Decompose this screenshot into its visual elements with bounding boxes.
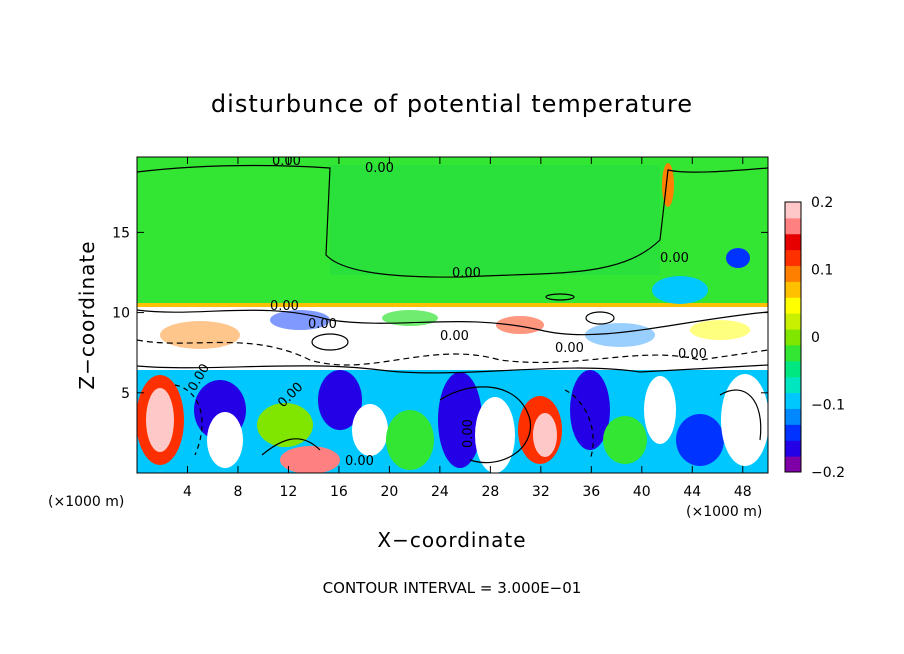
colorbar-tick-label: 0.2 <box>811 195 833 211</box>
field-upper-lighter <box>330 165 660 275</box>
colorbar-swatch <box>785 408 801 425</box>
colorbar-tick-label: 0.1 <box>811 263 833 279</box>
chart-title: disturbunce of potential temperature <box>211 90 693 118</box>
x-tick-label: 40 <box>633 484 651 500</box>
colorbar-swatch <box>785 217 801 235</box>
x-tick-label: 32 <box>532 484 550 500</box>
x-axis-label: X−coordinate <box>377 528 526 552</box>
eddies-upper-right <box>652 163 750 304</box>
colorbar-swatch <box>785 313 801 330</box>
x-unit-label-right: (×1000 m) <box>686 504 762 520</box>
x-tick-label: 48 <box>734 484 752 500</box>
plot-frame <box>136 156 769 474</box>
colorbar <box>785 202 801 473</box>
colorbar-swatch <box>785 456 801 473</box>
field-tropopause-band <box>137 303 768 307</box>
x-tick-label: 16 <box>330 484 348 500</box>
x-tick-label: 44 <box>683 484 701 500</box>
colorbar-swatch <box>785 360 801 378</box>
y-axis-label: Z−coordinate <box>75 240 99 389</box>
x-tick-label: 12 <box>280 484 298 500</box>
colorbar-swatch <box>785 265 801 282</box>
x-tick-label: 20 <box>380 484 398 500</box>
contour-label: 0.00 <box>272 154 301 169</box>
colorbar-tick-label: −0.2 <box>811 465 845 481</box>
contour-label: 0.00 <box>678 347 707 362</box>
colorbar-swatch <box>785 440 801 457</box>
contour-label: 0.00 <box>440 329 469 344</box>
contour-label: 0.00 <box>660 251 689 266</box>
x-tick-label: 8 <box>233 484 242 500</box>
contour-label: 0.00 <box>461 419 476 448</box>
y-tick-label: 5 <box>121 386 130 402</box>
colorbar-swatch <box>785 329 801 346</box>
contour-label: 0.00 <box>365 161 394 176</box>
colorbar-swatch <box>785 392 801 409</box>
colorbar-swatch <box>785 424 801 441</box>
field-mid <box>137 307 768 370</box>
contour-label: 0.00 <box>345 454 374 469</box>
eddies-lower <box>137 370 768 473</box>
colorbar-tick-label: 0 <box>811 330 820 346</box>
x-tick-label: 4 <box>183 484 192 500</box>
colorbar-swatch <box>785 202 801 219</box>
colorbar-swatch <box>785 376 801 394</box>
x-axis-ticks: 4 8 12 16 20 24 28 32 36 40 44 48 <box>183 157 752 500</box>
y-axis-ticks: 5 10 15 <box>112 225 768 402</box>
contour-label: 0.00 <box>555 341 584 356</box>
x-tick-label: 36 <box>582 484 600 500</box>
x-tick-label: 28 <box>481 484 499 500</box>
colorbar-tick-labels: 0.2 0.1 0 −0.1 −0.2 <box>811 195 845 481</box>
colorbar-tick-label: −0.1 <box>811 398 845 414</box>
y-tick-label: 10 <box>112 306 130 322</box>
colorbar-frame <box>784 201 802 473</box>
contour-interval-footer: CONTOUR INTERVAL = 3.000E−01 <box>323 579 582 597</box>
colorbar-swatch <box>785 281 801 298</box>
contour-label: 0.00 <box>270 299 299 314</box>
y-tick-label: 15 <box>112 225 130 241</box>
colorbar-swatch <box>785 249 801 267</box>
plot-area: 0.00 0.00 0.00 0.00 0.00 0.00 0.00 0.00 … <box>136 154 769 474</box>
colorbar-swatch <box>785 233 801 251</box>
contour-lines <box>137 164 768 464</box>
colorbar-swatch <box>785 297 801 314</box>
x-unit-label-left: (×1000 m) <box>48 494 124 510</box>
eddies-mid <box>160 310 750 349</box>
contour-label: 0.00 <box>308 317 337 332</box>
x-tick-label: 24 <box>431 484 449 500</box>
contour-label: 0.00 <box>452 266 481 281</box>
colorbar-swatch <box>785 344 801 362</box>
